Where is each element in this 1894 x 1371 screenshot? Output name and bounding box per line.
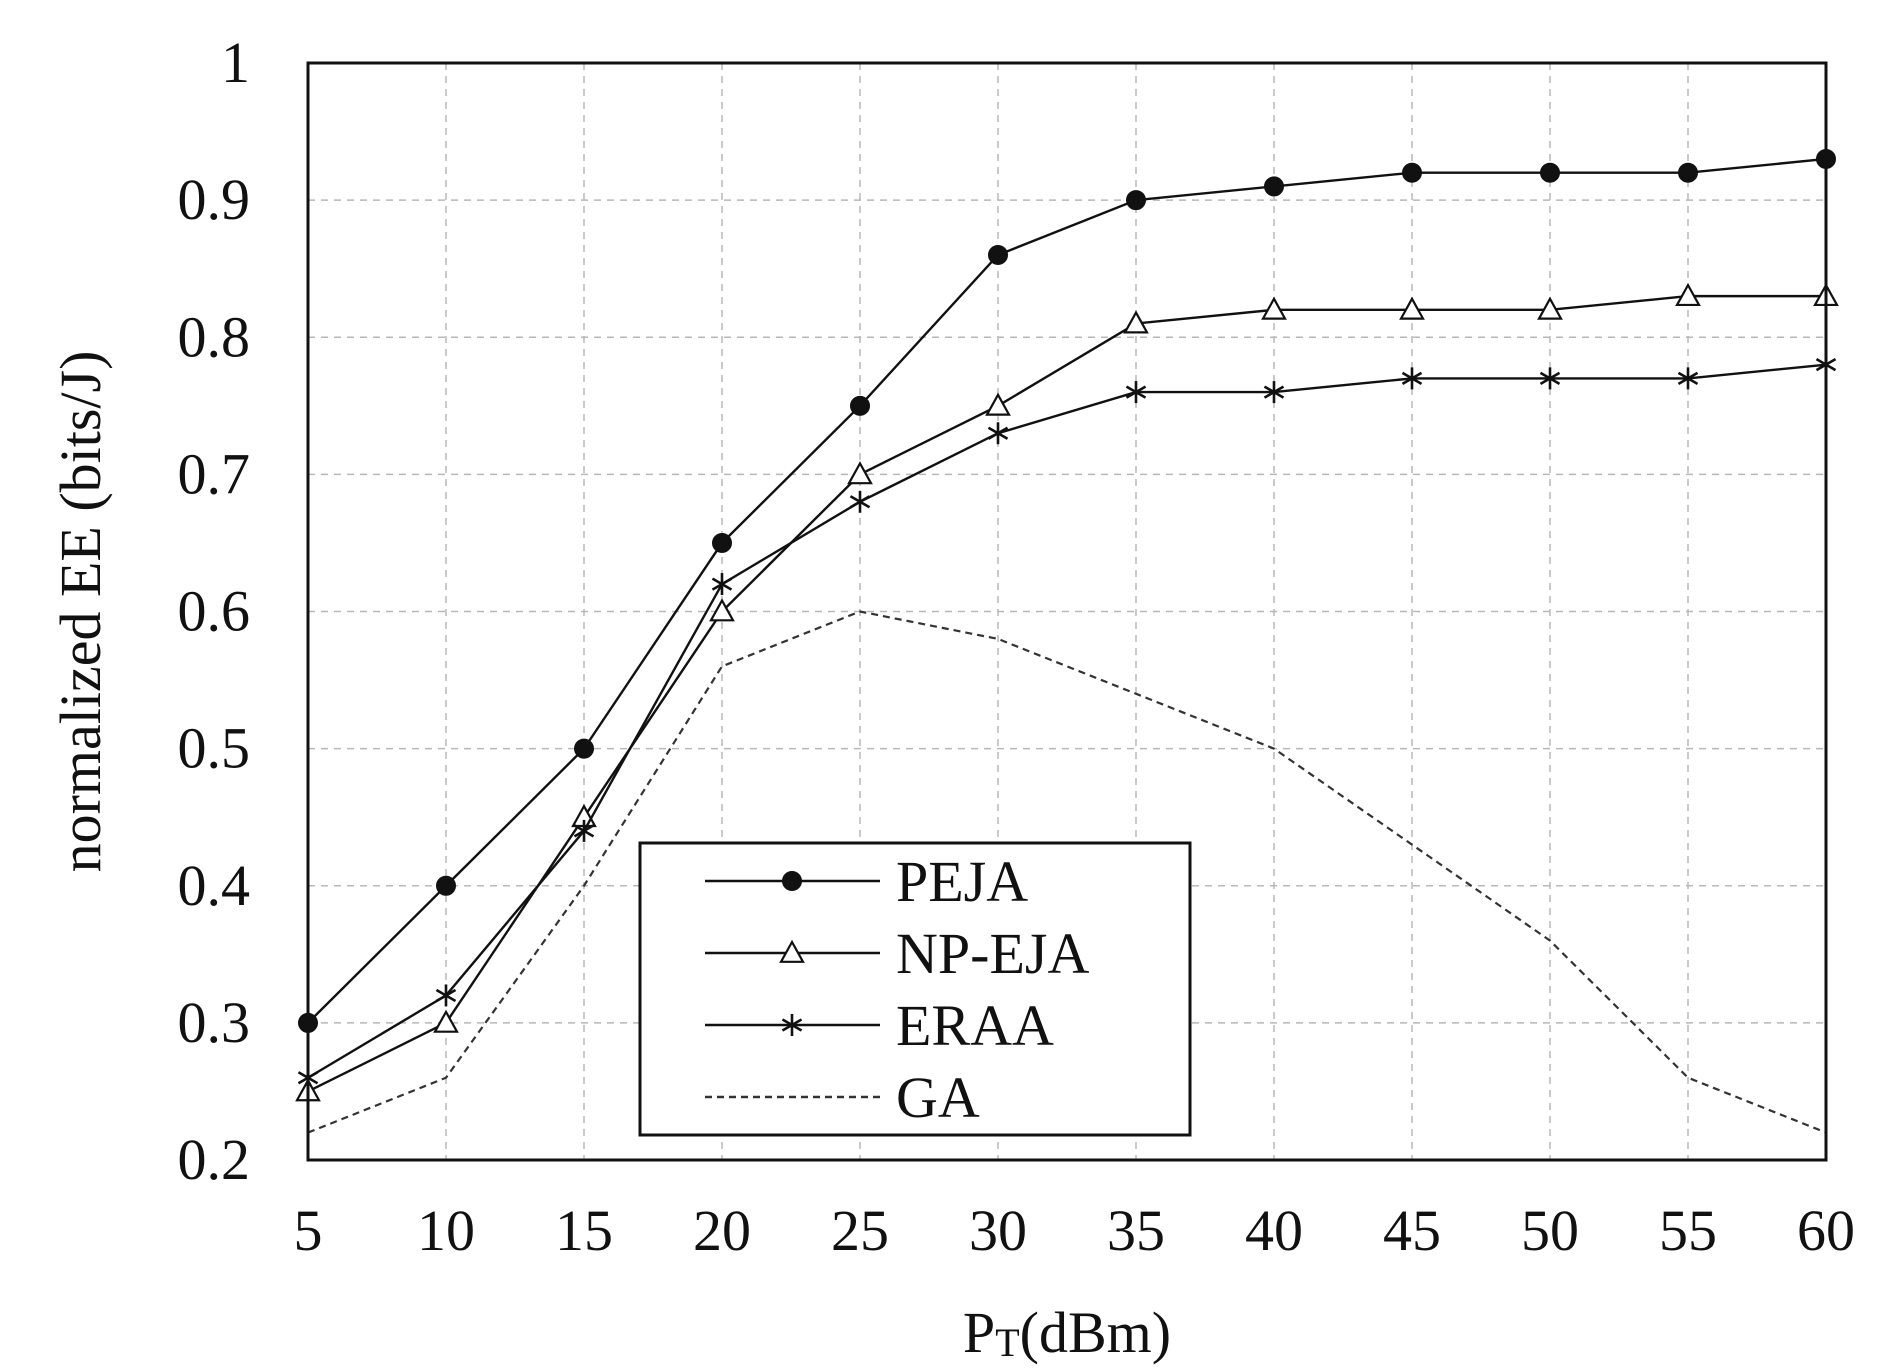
data-point-asterisk [1677, 367, 1699, 390]
data-point-triangle [1537, 296, 1563, 320]
series-eraa [297, 353, 1837, 1089]
plot-frame [306, 61, 1828, 1162]
data-point-circle [1678, 162, 1698, 183]
legend-entry-np-eja: NP-EJA [705, 921, 1089, 986]
legend-label: PEJA [896, 849, 1028, 914]
y-tick-label: 0.5 [178, 716, 251, 781]
data-point-asterisk [1125, 381, 1147, 404]
x-tick-label: 45 [1383, 1198, 1441, 1263]
legend-entry-ga: GA [705, 1065, 980, 1130]
series-line-peja [307, 157, 1827, 1024]
series-line-np-eja [307, 294, 1826, 1093]
x-tick-label: 30 [969, 1198, 1027, 1263]
y-tick-label: 0.4 [178, 853, 251, 918]
data-point-triangle [709, 598, 735, 622]
data-point-asterisk [849, 490, 871, 513]
x-tick-label: 15 [555, 1198, 613, 1263]
data-point-circle [1264, 176, 1284, 197]
series-layer [295, 148, 1839, 1134]
series-line-ga [307, 610, 1827, 1134]
legend-label: GA [896, 1065, 980, 1130]
data-point-circle [1402, 162, 1422, 183]
data-point-circle [574, 738, 594, 759]
grid-layer [308, 63, 1826, 1160]
data-point-asterisk [781, 1014, 803, 1036]
data-point-triangle [433, 1009, 459, 1033]
series-ga [307, 610, 1827, 1134]
y-tick-label: 0.6 [178, 579, 251, 644]
y-axis-label: normalized EE (bits/J) [48, 351, 113, 873]
x-tick-label: 25 [831, 1198, 889, 1263]
y-tick-label: 0.8 [178, 304, 251, 369]
series-line-eraa [307, 363, 1827, 1079]
legend-entry-eraa: ERAA [705, 993, 1054, 1058]
data-point-asterisk [1401, 367, 1423, 390]
x-tick-label: 50 [1521, 1198, 1579, 1263]
data-point-triangle [779, 939, 805, 963]
data-point-circle [1540, 162, 1560, 183]
x-tick-label: 55 [1659, 1198, 1717, 1263]
y-tick-label: 1 [221, 30, 250, 95]
x-tick-label: 35 [1107, 1198, 1165, 1263]
y-tick-label: 0.3 [178, 990, 251, 1055]
x-tick-label: 20 [693, 1198, 751, 1263]
x-tick-label: 10 [417, 1198, 475, 1263]
legend-entry-peja: PEJA [705, 849, 1028, 914]
legend-label: NP-EJA [896, 921, 1089, 986]
data-point-triangle [847, 461, 873, 485]
tick-labels: 5 10 15 20 25 30 35 40 45 50 55 60 0.2 0.3 0.4 0.5 0.6 0.… [178, 30, 1856, 1263]
data-point-circle [436, 875, 456, 896]
data-point-circle [782, 871, 802, 891]
x-axis-label-main: P [963, 1300, 995, 1365]
x-axis-label: PT(dBm) [963, 1300, 1171, 1365]
legend-box [638, 841, 1192, 1137]
y-tick-label: 0.9 [178, 167, 251, 232]
data-point-circle [1126, 190, 1146, 211]
legend-label: ERAA [896, 993, 1054, 1058]
x-tick-label: 60 [1797, 1198, 1855, 1263]
y-tick-label: 0.2 [178, 1127, 251, 1192]
data-point-asterisk [1263, 381, 1285, 404]
data-point-circle [712, 532, 732, 553]
data-point-circle [988, 244, 1008, 265]
data-point-triangle [1123, 310, 1149, 334]
data-point-circle [850, 395, 870, 416]
y-tick-label: 0.7 [178, 441, 251, 506]
data-point-asterisk [711, 573, 733, 596]
x-tick-label: 40 [1245, 1198, 1303, 1263]
data-point-asterisk [987, 422, 1009, 445]
x-axis-label-sub: T [995, 1320, 1019, 1365]
data-point-triangle [985, 392, 1011, 416]
series-peja [298, 148, 1836, 1033]
data-point-triangle [1675, 282, 1701, 307]
data-point-asterisk [435, 984, 457, 1007]
legend: PEJA NP-EJA ERAA GA [638, 841, 1192, 1137]
x-axis-label-unit: (dBm) [1020, 1300, 1171, 1365]
data-point-asterisk [573, 819, 595, 842]
data-point-triangle [1399, 296, 1425, 320]
data-point-triangle [1261, 296, 1287, 320]
x-tick-label: 5 [294, 1198, 323, 1263]
data-point-asterisk [1539, 367, 1561, 390]
